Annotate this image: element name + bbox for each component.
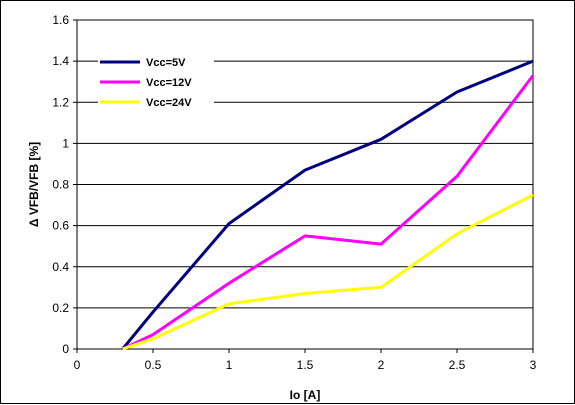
x-axis-ticks: 0 0.5 1 1.5 2 2.5 3: [74, 349, 537, 372]
y-axis-ticks: 0 0.2 0.4 0.6 0.8 1 1.2 1.4 1.6: [52, 13, 77, 356]
y-tick-label: 1.6: [52, 13, 69, 27]
series-line-vcc-12v: [121, 74, 535, 351]
y-tick-label: 0.4: [52, 260, 69, 274]
x-tick-label: 2.5: [449, 358, 466, 372]
y-tick-label: 0.2: [52, 301, 69, 315]
legend-label: Vcc=24V: [146, 97, 192, 109]
x-tick-label: 1: [226, 358, 233, 372]
x-tick-label: 1.5: [297, 358, 314, 372]
x-tick-label: 0: [74, 358, 81, 372]
x-axis-title: Io [A]: [290, 388, 321, 402]
y-tick-label: 1.2: [52, 95, 69, 109]
series-line-vcc-5v: [121, 59, 534, 350]
legend-label: Vcc=5V: [146, 57, 186, 69]
legend-item-bg: [98, 74, 214, 89]
legend-item-bg: [98, 54, 214, 69]
y-tick-label: 1: [62, 136, 69, 150]
y-tick-label: 0.6: [52, 219, 69, 233]
x-tick-label: 0.5: [145, 358, 162, 372]
series-lines: [121, 59, 535, 351]
legend: Vcc=5V Vcc=12V Vcc=24V: [98, 54, 214, 109]
x-tick-label: 3: [530, 358, 537, 372]
y-tick-label: 0.8: [52, 178, 69, 192]
y-axis-title: Δ VFB/VFB [%]: [27, 142, 41, 227]
legend-item-bg: [98, 94, 214, 109]
series-line-vcc-24v: [122, 193, 534, 351]
legend-label: Vcc=12V: [146, 77, 192, 89]
y-tick-label: 1.4: [52, 54, 69, 68]
x-tick-label: 2: [378, 358, 385, 372]
y-tick-label: 0: [62, 342, 69, 356]
